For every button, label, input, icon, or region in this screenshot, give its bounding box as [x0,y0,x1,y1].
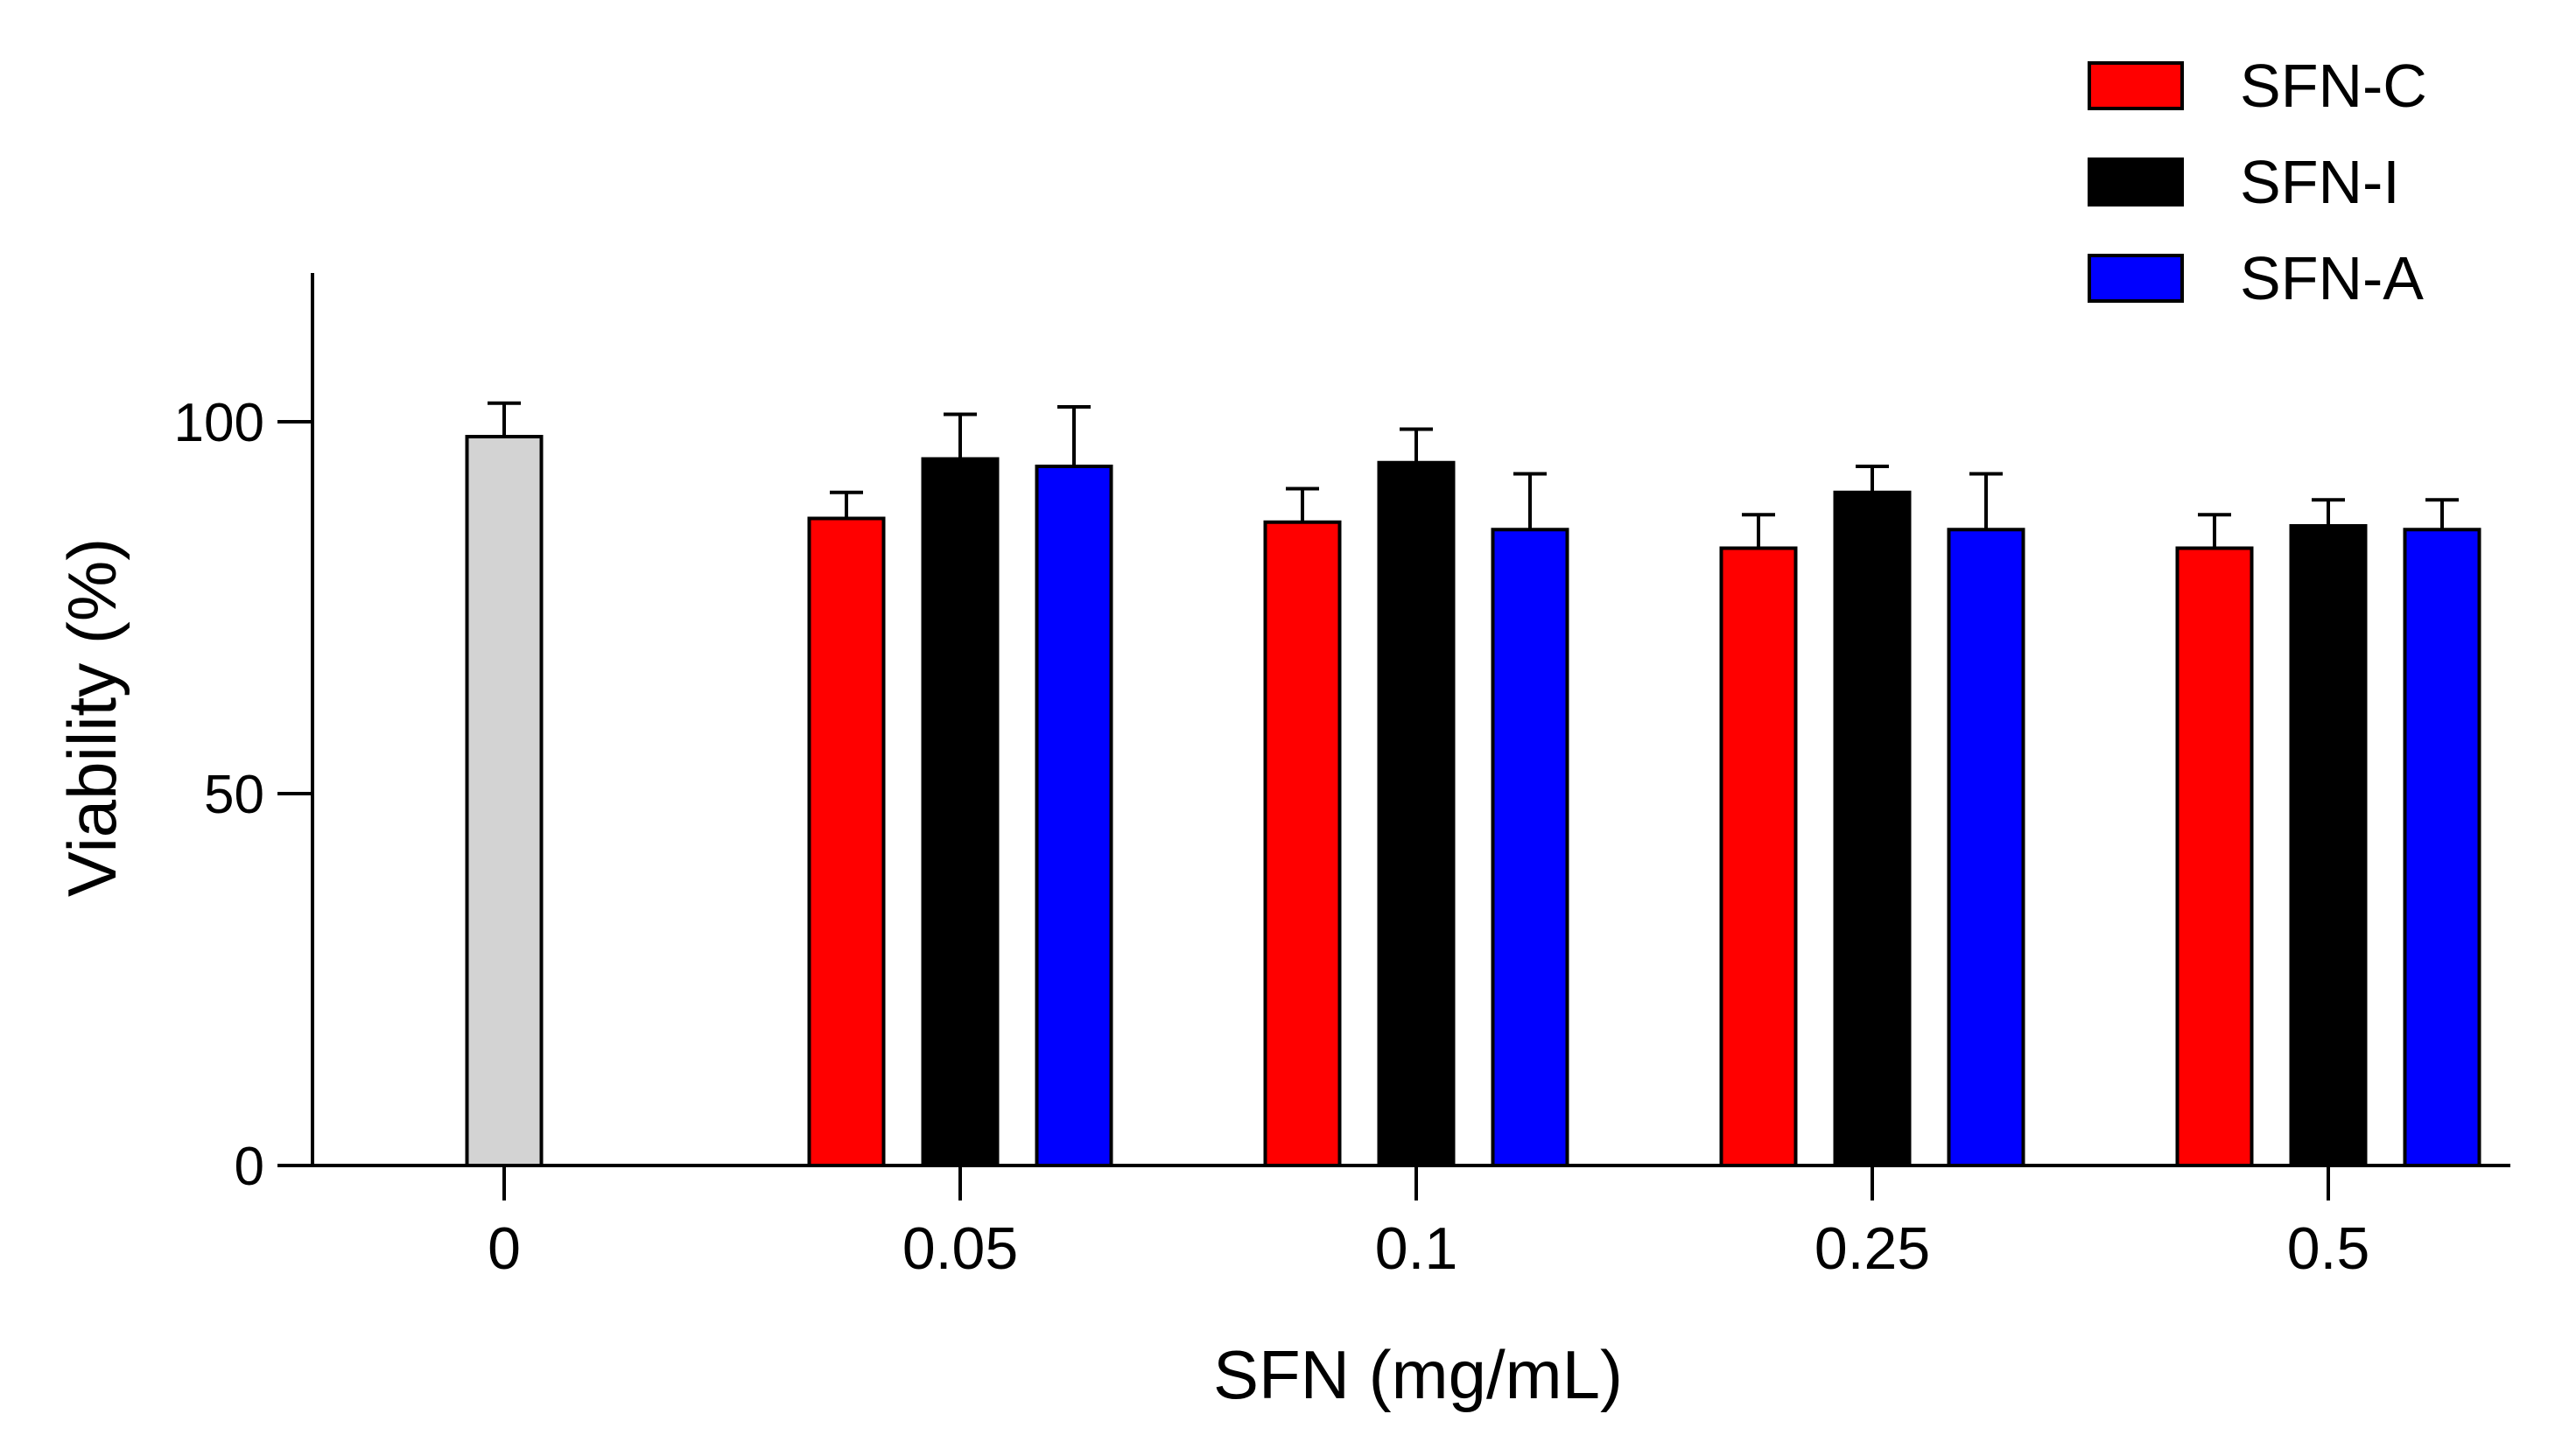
bar-sfn-c-0_1 [1263,520,1342,1167]
legend-label: SFN-C [2240,52,2427,120]
bar-sfn-a-0_05 [1035,465,1113,1167]
x-tick-label: 0.05 [902,1215,1018,1282]
y-tick-label: 100 [174,393,264,453]
y-tick-label: 50 [204,765,264,825]
legend-swatch [2088,61,2184,110]
y-axis-label: Viability (%) [53,538,130,897]
legend-label: SFN-I [2240,148,2400,216]
x-axis-label: SFN (mg/mL) [1213,1336,1623,1413]
bar-sfn-c-0_5 [2175,546,2254,1167]
x-tick-label: 0.1 [1375,1215,1458,1282]
legend-swatch [2088,254,2184,303]
legend-swatch [2088,158,2184,206]
axes: 0 50 100 0 0.05 0.1 0.25 0.5 [174,273,2510,1282]
x-tick-label: 0.5 [2287,1215,2370,1282]
bars [465,401,2481,1167]
legend: SFN-C SFN-I SFN-A [2088,52,2427,312]
bar-sfn-a-0_25 [1947,528,2025,1167]
bar-sfn-a-0_5 [2403,528,2481,1167]
bar-sfn-i-0_05 [921,457,1000,1167]
bar-sfn-a-0_1 [1491,528,1569,1167]
y-tick-label: 0 [235,1137,264,1197]
x-tick-label: 0.25 [1814,1215,1930,1282]
legend-label: SFN-A [2240,244,2424,312]
bar-control [465,435,544,1167]
x-tick-label: 0 [488,1215,521,1282]
bar-sfn-c-0_25 [1719,546,1798,1167]
bar-sfn-i-0_25 [1833,490,1912,1167]
bar-sfn-c-0_05 [807,516,886,1167]
bar-sfn-i-0_1 [1377,460,1456,1167]
bar-sfn-i-0_5 [2289,524,2368,1167]
